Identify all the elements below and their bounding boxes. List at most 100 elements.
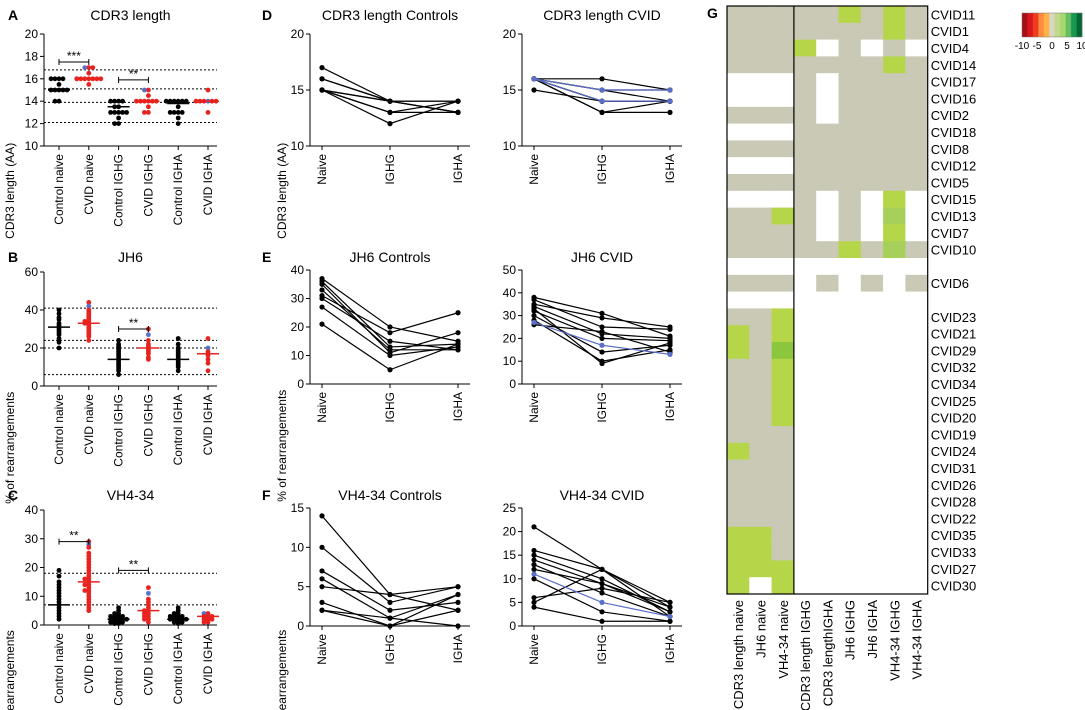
heatmap-cell [816, 308, 839, 326]
row-label: CVID11 [931, 7, 976, 22]
data-point [56, 315, 62, 320]
x-tick-label: Naive [315, 392, 329, 423]
data-point [86, 309, 92, 315]
heatmap-cell [727, 476, 750, 494]
heatmap-cell [749, 140, 772, 158]
data-point [599, 76, 605, 82]
heatmap-cell [883, 493, 906, 511]
heatmap-cell [860, 392, 884, 410]
data-point [124, 110, 129, 115]
row-label: CVID2 [931, 108, 969, 123]
column-label: JH6 naive [753, 600, 768, 658]
data-point [90, 65, 96, 70]
data-point [667, 613, 673, 620]
panel-f-vh4-34-cvid: VH4-34 CVID 0 5 10 15 20 25 Naive IGHG IGHA [503, 487, 682, 665]
panel-d-cdr3-controls: D CDR3 length Controls CDR3 length (AA) 10 1… [262, 7, 470, 239]
heatmap-cell [883, 241, 906, 259]
heatmap-cell [771, 190, 795, 208]
heatmap-cell [771, 56, 795, 74]
y-tick-label: 0 [297, 619, 304, 633]
row-label: CVID18 [931, 125, 977, 140]
heatmap-cell [905, 106, 928, 124]
row-label: CVID6 [931, 276, 969, 291]
y-tick-label: 18 [25, 49, 39, 63]
data-point [387, 367, 393, 373]
data-point [205, 619, 211, 625]
heatmap-cell [860, 73, 884, 91]
heatmap-cell [816, 375, 839, 393]
heatmap-cell [838, 442, 862, 460]
data-point [531, 87, 537, 93]
x-tick-label: Control naive [52, 154, 66, 225]
data-point [667, 604, 673, 610]
chart-title: CDR3 length CVID [543, 7, 661, 23]
x-tick-label: Control IGHG [112, 394, 126, 467]
row-label: CVID15 [931, 192, 977, 207]
heatmap-cell [749, 258, 772, 276]
heatmap-cell [771, 493, 795, 511]
data-point [120, 619, 125, 625]
x-tick-label: Control naive [52, 633, 66, 704]
data-point [56, 98, 62, 104]
heatmap-cell [727, 22, 750, 40]
column-label: VH4-34 naive [776, 600, 791, 679]
heatmap-cell [838, 577, 862, 595]
heatmap-cell [883, 342, 906, 360]
heatmap-cell [905, 6, 928, 24]
heatmap-cell [727, 224, 750, 242]
y-tick-label: 30 [503, 309, 517, 323]
heatmap-cell [883, 291, 906, 309]
heatmap-cell [816, 241, 839, 259]
data-point [531, 524, 537, 530]
y-tick-label: 5 [509, 595, 516, 609]
heatmap-cell [771, 73, 795, 91]
data-point [319, 576, 325, 582]
data-point [52, 98, 58, 104]
heatmap-cell [905, 342, 928, 360]
heatmap-cell [793, 224, 817, 242]
heatmap-cell [816, 90, 839, 108]
heatmap-cell [727, 174, 750, 192]
heatmap-cell [838, 291, 862, 309]
data-point [56, 573, 62, 579]
significance-label: ** [129, 557, 139, 571]
chart-title: VH4-34 CVID [560, 487, 645, 503]
heatmap-cell [727, 258, 750, 276]
data-point [56, 582, 62, 588]
heatmap-cell [749, 22, 772, 40]
heatmap-cell [883, 409, 906, 427]
heatmap-cell [838, 207, 862, 225]
data-point [146, 351, 151, 357]
heatmap-cell [771, 241, 795, 259]
heatmap-cell [860, 39, 884, 57]
heatmap-cell [727, 358, 750, 376]
data-point [319, 287, 325, 293]
data-point [599, 609, 605, 615]
heatmap-cell [905, 207, 928, 225]
data-point [142, 110, 147, 115]
heatmap-cell [727, 442, 750, 460]
heatmap-cell [816, 526, 839, 544]
heatmap-cell [883, 426, 906, 444]
heatmap-cell [860, 6, 884, 24]
data-point [319, 544, 325, 550]
heatmap-cell [727, 157, 750, 175]
heatmap-cell [816, 560, 839, 578]
heatmap-cell [771, 543, 795, 561]
heatmap-cell [771, 157, 795, 175]
heatmap-cell [793, 73, 817, 91]
data-point [599, 324, 605, 330]
panel-label: G [707, 5, 718, 21]
heatmap-cell [771, 39, 795, 57]
heatmap-cell [816, 392, 839, 410]
heatmap-cell [727, 6, 750, 24]
data-point [319, 321, 325, 327]
heatmap-cell [883, 308, 906, 326]
y-tick-label: 15 [291, 501, 305, 515]
chart-title: JH6 [118, 249, 143, 265]
heatmap-cell [749, 442, 772, 460]
row-label: CVID7 [931, 226, 969, 241]
data-point [175, 98, 181, 104]
data-point [116, 110, 121, 115]
data-point [175, 121, 181, 126]
